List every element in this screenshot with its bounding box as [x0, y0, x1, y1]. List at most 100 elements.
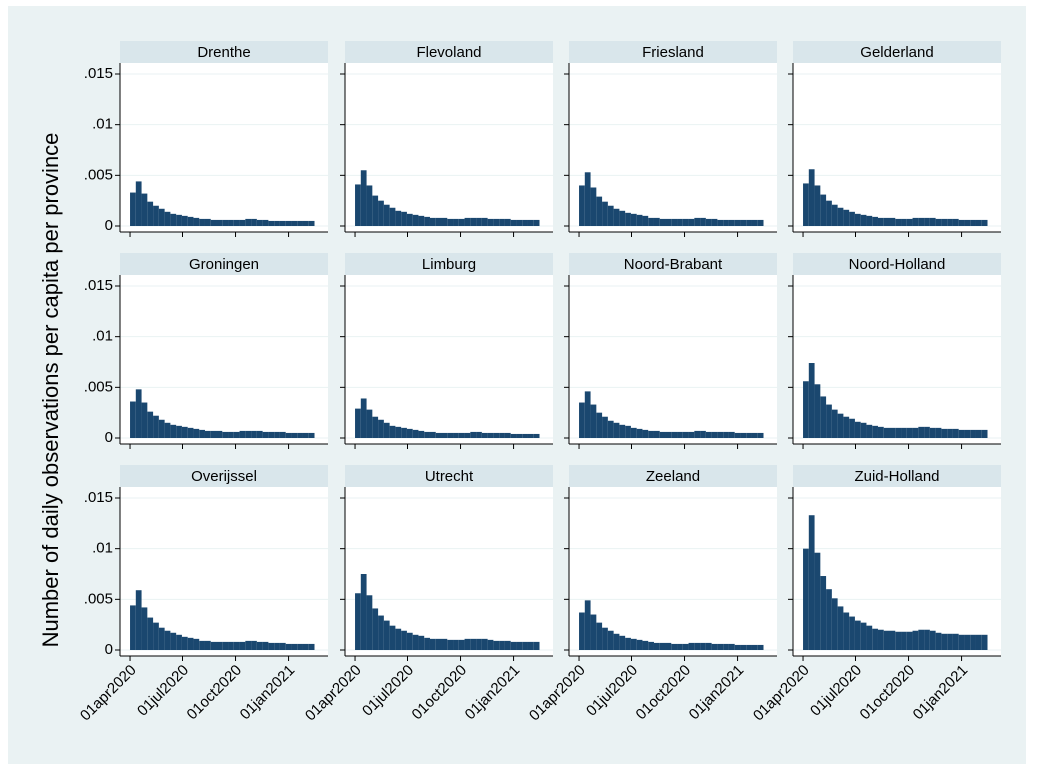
bar [481, 217, 488, 226]
bar [751, 644, 758, 650]
bar [499, 432, 505, 438]
bar [941, 218, 948, 226]
bar [476, 431, 482, 438]
bar [837, 606, 844, 650]
bar [584, 391, 591, 438]
bar [700, 217, 706, 226]
bar [958, 429, 965, 438]
bar [153, 415, 159, 438]
bar [728, 643, 735, 650]
bar [906, 631, 913, 650]
bar [831, 598, 838, 650]
bar [412, 634, 419, 650]
bar [233, 219, 240, 226]
bar [677, 431, 683, 438]
bar [964, 219, 971, 226]
bar [458, 218, 465, 226]
bar [372, 195, 379, 226]
bar [596, 196, 603, 226]
bar [613, 208, 620, 226]
bar [372, 608, 379, 650]
bar [366, 409, 373, 438]
bar [803, 548, 809, 650]
bar [141, 607, 148, 650]
bar [918, 629, 925, 650]
bar [677, 643, 683, 650]
bar [849, 211, 855, 226]
y-tick-label: .015 [84, 65, 113, 82]
bar [204, 218, 211, 226]
bar [596, 622, 603, 650]
bar [613, 422, 620, 438]
bar [297, 432, 303, 438]
bar [860, 622, 867, 650]
bar [849, 616, 855, 650]
strip [569, 253, 777, 275]
bar [395, 426, 402, 438]
bar [636, 639, 643, 650]
bar [814, 552, 821, 650]
bar [947, 428, 953, 438]
bar [889, 630, 896, 650]
bar [447, 432, 454, 438]
bar [187, 216, 194, 226]
bar [516, 641, 523, 650]
bar [424, 637, 430, 650]
bar [527, 433, 534, 438]
bar [970, 219, 976, 226]
bar [659, 218, 666, 226]
bar [470, 638, 477, 650]
bar [302, 643, 309, 650]
bar [929, 630, 936, 650]
bar [285, 643, 292, 650]
bar [493, 432, 500, 438]
bar [199, 218, 205, 226]
bar [383, 422, 390, 438]
bar [366, 595, 373, 650]
bar [135, 181, 142, 226]
bar [233, 641, 240, 650]
bar [279, 220, 286, 226]
bar [435, 217, 442, 226]
bar [636, 428, 643, 438]
bar [378, 615, 384, 650]
bar [510, 433, 517, 438]
strip [569, 465, 777, 487]
bar [740, 432, 747, 438]
bar [251, 218, 257, 226]
bar [671, 431, 678, 438]
bar [141, 193, 148, 226]
bar [671, 218, 678, 226]
bar [883, 427, 890, 438]
bar [493, 640, 500, 650]
bar [918, 217, 925, 226]
bar [418, 430, 425, 438]
bar [291, 220, 298, 226]
bar [843, 612, 850, 650]
bar [378, 419, 384, 438]
bar [877, 217, 884, 226]
bar [734, 644, 741, 650]
bar [895, 218, 902, 226]
panel-title: Utrecht [425, 468, 474, 485]
bar [130, 192, 136, 226]
bar [435, 638, 442, 650]
bar [510, 641, 517, 650]
bar [728, 219, 735, 226]
bar [274, 642, 280, 650]
bar [176, 214, 182, 226]
bar [607, 630, 614, 650]
bar [808, 169, 815, 226]
bar [814, 384, 821, 438]
panel-title: Flevoland [416, 44, 481, 61]
bar [843, 416, 850, 438]
bar [262, 219, 269, 226]
y-tick-label: 0 [105, 217, 113, 234]
bar [746, 644, 752, 650]
bar [435, 432, 442, 438]
bar [872, 216, 878, 226]
bar [147, 411, 154, 438]
y-tick-label: .005 [84, 590, 113, 607]
bar [268, 642, 275, 650]
bar [935, 632, 942, 650]
